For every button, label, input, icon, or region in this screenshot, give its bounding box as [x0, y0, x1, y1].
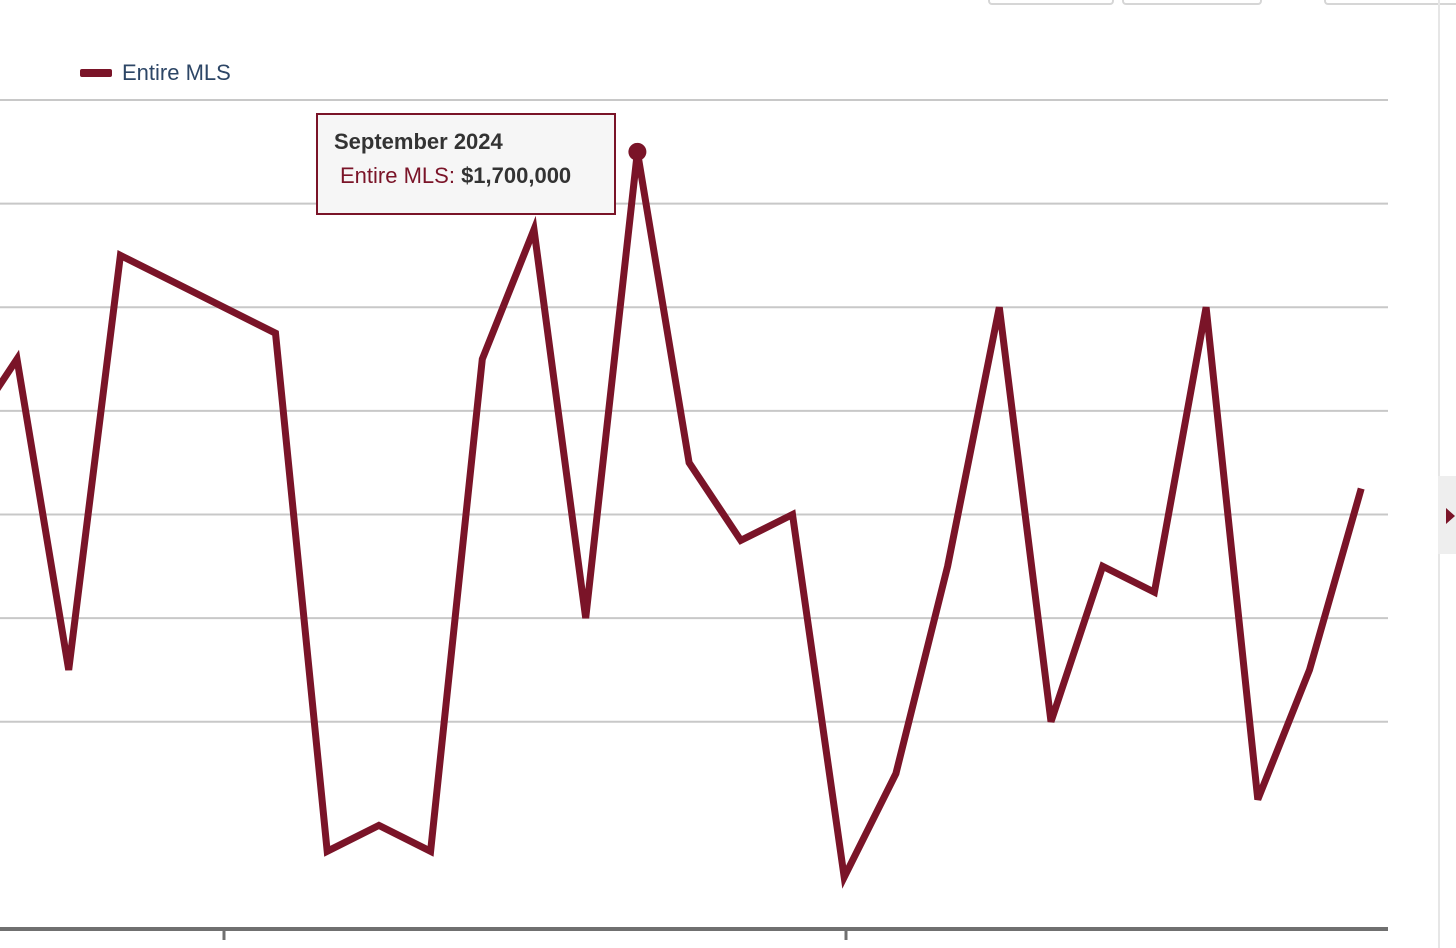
tooltip-value: $1,700,000 [461, 163, 572, 188]
chart-tooltip: September 2024 Entire MLS: $1,700,000 [316, 113, 616, 215]
caret-right-icon [1446, 508, 1455, 524]
expand-panel-button[interactable] [1438, 476, 1456, 554]
data-point-26[interactable] [1305, 665, 1315, 675]
data-point-11[interactable] [529, 225, 539, 235]
panel-divider [1438, 0, 1440, 948]
data-point-16[interactable] [788, 510, 798, 520]
legend-label: Entire MLS [122, 60, 231, 85]
toolbar-button-1[interactable] [988, 0, 1114, 5]
data-point-9[interactable] [426, 846, 436, 856]
data-point-22[interactable] [1098, 561, 1108, 571]
data-point-24[interactable] [1201, 302, 1211, 312]
data-point-2[interactable] [64, 665, 74, 675]
data-point-15[interactable] [736, 535, 746, 545]
data-point-5[interactable] [219, 302, 229, 312]
data-point-18[interactable] [891, 769, 901, 779]
data-point-12[interactable] [581, 613, 591, 623]
data-point-27[interactable] [1356, 484, 1366, 494]
data-point-1[interactable] [12, 354, 22, 364]
data-point-10[interactable] [477, 354, 487, 364]
data-point-20[interactable] [994, 302, 1004, 312]
legend-item-entire-mls[interactable]: Entire MLS [80, 60, 231, 86]
data-point-21[interactable] [1046, 717, 1056, 727]
legend-swatch [80, 69, 112, 77]
data-point-4[interactable] [167, 276, 177, 286]
series-line-entire-mls[interactable] [0, 151, 1365, 889]
data-point-7[interactable] [322, 846, 332, 856]
data-point-25[interactable] [1253, 794, 1263, 804]
data-point-8[interactable] [374, 820, 384, 830]
data-point-13[interactable] [628, 142, 647, 161]
toolbar-button-2[interactable] [1122, 0, 1262, 5]
tooltip-series-label: Entire MLS: [340, 163, 455, 188]
data-point-19[interactable] [943, 561, 953, 571]
toolbar-button-3[interactable] [1324, 0, 1456, 5]
tooltip-row: Entire MLS: $1,700,000 [334, 163, 598, 189]
data-point-17[interactable] [839, 872, 849, 882]
data-point-6[interactable] [271, 328, 281, 338]
data-point-3[interactable] [115, 250, 125, 260]
data-point-14[interactable] [684, 458, 694, 468]
data-point-23[interactable] [1149, 587, 1159, 597]
tooltip-title: September 2024 [334, 129, 503, 154]
